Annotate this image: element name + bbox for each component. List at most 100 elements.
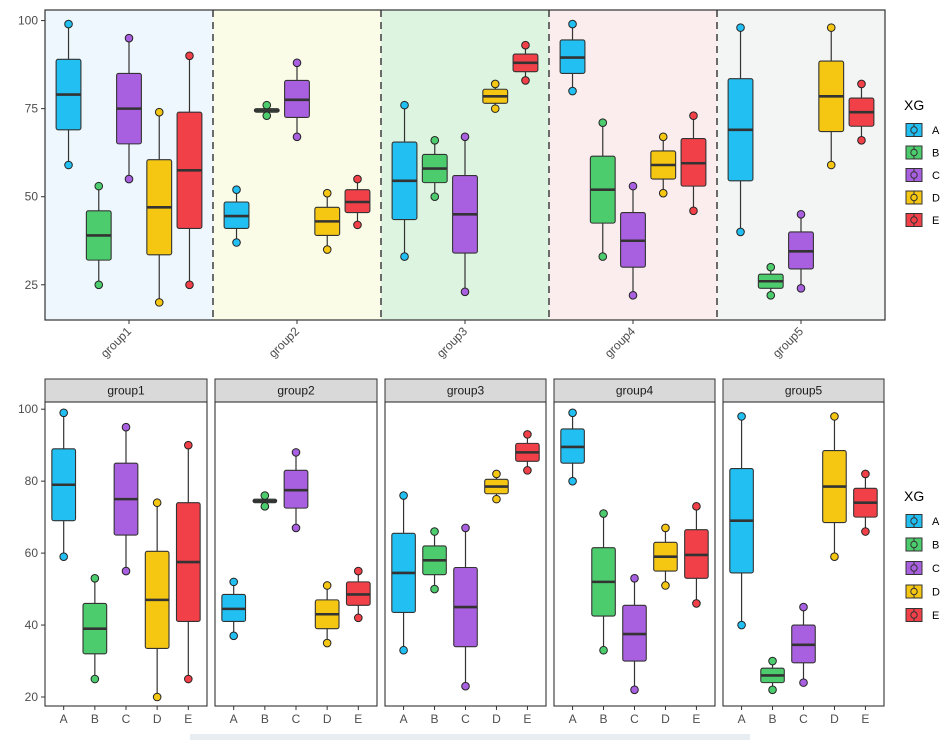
y-tick-label: 50: [25, 190, 39, 204]
facet-box-group4-d-point-max: [661, 523, 670, 533]
box-group2-e-point-max: [353, 174, 362, 184]
box-group2-a-point-max: [232, 185, 241, 194]
legend-label-e: E: [932, 610, 939, 622]
facet-border-group4: [553, 401, 716, 707]
facet-box-group5-c-point-min: [799, 678, 808, 687]
box-group3-a-point-max: [400, 100, 409, 110]
bottom-scroll-edge: [190, 734, 750, 740]
box-group1-b-point-min: [94, 280, 104, 290]
y-tick-label: 25: [25, 278, 39, 292]
x-tick-label-e: E: [354, 712, 362, 726]
facet-box-group5-e-point-max: [861, 469, 870, 479]
x-tick-label-group5: group5: [770, 324, 807, 361]
facet-box-group3-e-point-max: [523, 430, 532, 439]
box-group1-c-point-max: [124, 33, 134, 43]
facet-box-group2-a-point-min: [229, 631, 238, 641]
box-group5-c-point-max: [796, 210, 806, 219]
box-group4-b-point-max: [598, 118, 608, 128]
facet-box-group4-c-point-min: [630, 685, 639, 695]
legend-title: XG: [904, 97, 924, 113]
facet-box-group5-b-point-max: [768, 656, 777, 666]
x-tick-label-c: C: [799, 712, 808, 726]
box-group4-c-point-max: [628, 181, 638, 191]
box-group5-a-point-max: [736, 23, 745, 32]
legend-label-b: B: [932, 148, 939, 160]
facet-box-group5-e-point-min: [861, 527, 870, 536]
legend-label-b: B: [932, 540, 939, 552]
facet-box-group3-e-point-min: [523, 466, 532, 475]
x-tick-label-e: E: [692, 712, 700, 726]
x-tick-label-group2: group2: [266, 324, 303, 361]
x-tick-label-e: E: [184, 712, 192, 726]
facet-box-group3-d-point-max: [492, 469, 501, 479]
facet-box-group2-c-point-max: [291, 448, 301, 457]
box-group1-e-point-min: [185, 280, 194, 290]
facet-box-group2-d-point-min: [322, 638, 332, 648]
facet-box-group2-e-point-max: [354, 566, 363, 576]
box-group4-a-point-min: [568, 86, 577, 96]
facet-box-group1-d-point-min: [152, 692, 162, 702]
x-tick-label-d: D: [661, 712, 670, 726]
box-group3-c-point-min: [460, 287, 470, 297]
facet-box-group4-c-point-max: [630, 573, 639, 583]
x-tick-label-d: D: [830, 712, 839, 726]
facet-box-group1-a-point-min: [59, 552, 68, 561]
x-tick-label-e: E: [523, 712, 531, 726]
box-group1-c-point-min: [124, 174, 134, 184]
facet-box-group2-e-point-min: [354, 613, 363, 623]
panel-bg-group2: [213, 10, 381, 320]
facet-box-group2-a-point-max: [229, 577, 238, 587]
facet-strip-label-group1: group1: [107, 384, 145, 398]
facet-strip-label-group4: group4: [616, 384, 654, 398]
facet-box-group3-c-point-max: [461, 523, 470, 533]
facet-border-group2: [214, 401, 378, 707]
box-group4-e-point-max: [689, 111, 698, 120]
facet-box-group4-a-point-min: [568, 476, 577, 486]
facet-border-group1: [44, 401, 208, 707]
box-group5-b-point-max: [766, 262, 776, 272]
facet-box-group4-d-point-min: [661, 581, 670, 590]
facet-box-group1-a-point-max: [59, 408, 68, 418]
x-tick-label-d: D: [153, 712, 162, 726]
box-group5-d-point-min: [826, 160, 836, 170]
facet-box-group3-d-point-min: [492, 494, 501, 504]
box-group5-e-point-min: [857, 136, 866, 145]
box-group3-b-point-min: [430, 192, 440, 202]
box-group4-b-point-min: [598, 252, 608, 261]
facet-box-group3-a-point-max: [399, 491, 408, 500]
legend-key-dot-a: [910, 517, 918, 525]
x-tick-label-c: C: [122, 712, 131, 726]
x-tick-label-b: B: [600, 712, 608, 726]
x-tick-label-b: B: [431, 712, 439, 726]
box-group5-d-point-max: [826, 23, 836, 32]
facet-box-group1-c-point-min: [121, 566, 131, 576]
x-tick-label-a: A: [60, 712, 68, 726]
legend-key-dot-c: [910, 171, 918, 179]
facet-box-group5-a-point-max: [737, 412, 746, 421]
box-group5-a-point-min: [736, 227, 745, 237]
facet-box-group4-b-point-max: [599, 509, 608, 518]
facet-strip-label-group2: group2: [277, 384, 315, 398]
facet-box-group1-e-point-min: [184, 674, 193, 684]
box-group2-c-point-max: [292, 58, 302, 68]
box-group3-b-point-max: [430, 136, 440, 145]
facet-box-group2-b-point-max: [260, 491, 270, 500]
facet-box-group5-b-point-min: [768, 685, 777, 695]
x-tick-label-d: D: [323, 712, 332, 726]
legend-key-dot-a: [910, 126, 918, 134]
box-group2-d-point-min: [322, 245, 332, 254]
facet-box-group5-c-point-max: [799, 602, 808, 612]
y-tick-label: 20: [25, 690, 39, 704]
x-tick-label-group4: group4: [602, 324, 639, 361]
top-chart: 25 50 75 100 group1 group2 group3 group4 group5: [18, 9, 886, 361]
box-group3-e-point-max: [521, 40, 530, 50]
legend-key-dot-e: [910, 216, 918, 224]
x-tick-label-b: B: [261, 712, 269, 726]
box-group1-a-point-max: [64, 19, 73, 29]
x-tick-label-c: C: [630, 712, 639, 726]
facet-box-group5-a-point-min: [737, 620, 746, 630]
box-group3-d-point-max: [490, 79, 500, 89]
